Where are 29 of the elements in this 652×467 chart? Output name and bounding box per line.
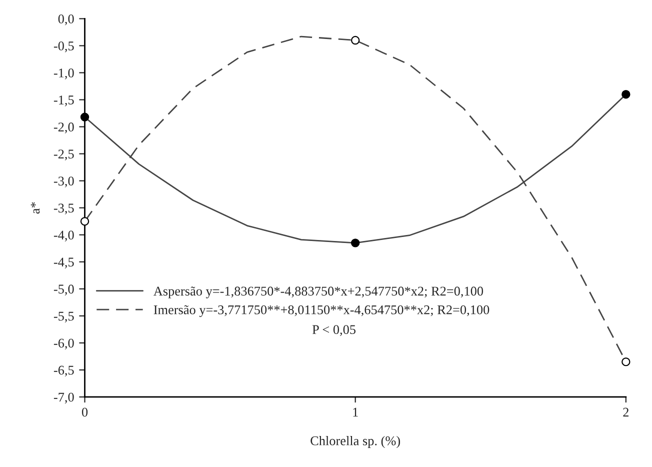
- y-tick-label: -5,5: [54, 312, 74, 322]
- y-tick-label: -4,0: [54, 230, 74, 242]
- y-tick-label: -2,5: [54, 150, 74, 160]
- point: [622, 357, 630, 366]
- y-tick-label: 0,0: [58, 14, 74, 26]
- point: [80, 216, 90, 226]
- point: [350, 238, 360, 248]
- y-tick-label: -5,0: [54, 284, 74, 296]
- point: [622, 90, 630, 99]
- point: [80, 112, 90, 122]
- y-tick-label: -6,5: [54, 366, 74, 377]
- annotation: P < 0,05: [312, 325, 356, 336]
- y-tick-label: -4,5: [54, 258, 74, 268]
- y-tick-label: -3,0: [54, 176, 74, 188]
- point: [350, 36, 360, 45]
- legend-label: Aspersão y=-1,836750*-4,883750*x+2,547750*x2; R2=0,100: [154, 286, 484, 298]
- y-axis-title: a*: [30, 202, 40, 214]
- y-tick-label: -1,5: [54, 96, 74, 106]
- y-tick-label: -1,0: [54, 68, 74, 80]
- x-tick-label: 2: [623, 408, 628, 417]
- y-tick-label: -3,5: [54, 204, 74, 214]
- x-axis-title: Chlorella sp. (%): [310, 436, 400, 448]
- x-tick-label: 1: [353, 408, 358, 417]
- x-tick-label: 0: [82, 408, 88, 417]
- y-tick-label: -7,0: [54, 392, 74, 404]
- y-tick-label: -6,0: [54, 338, 74, 350]
- y-tick-label: -2,0: [54, 122, 74, 134]
- y-tick-label: -0,5: [54, 42, 74, 52]
- legend-label: Imersão y=-3,771750**+8,01150**x-4,654750**x2; R2=0,100: [154, 305, 490, 317]
